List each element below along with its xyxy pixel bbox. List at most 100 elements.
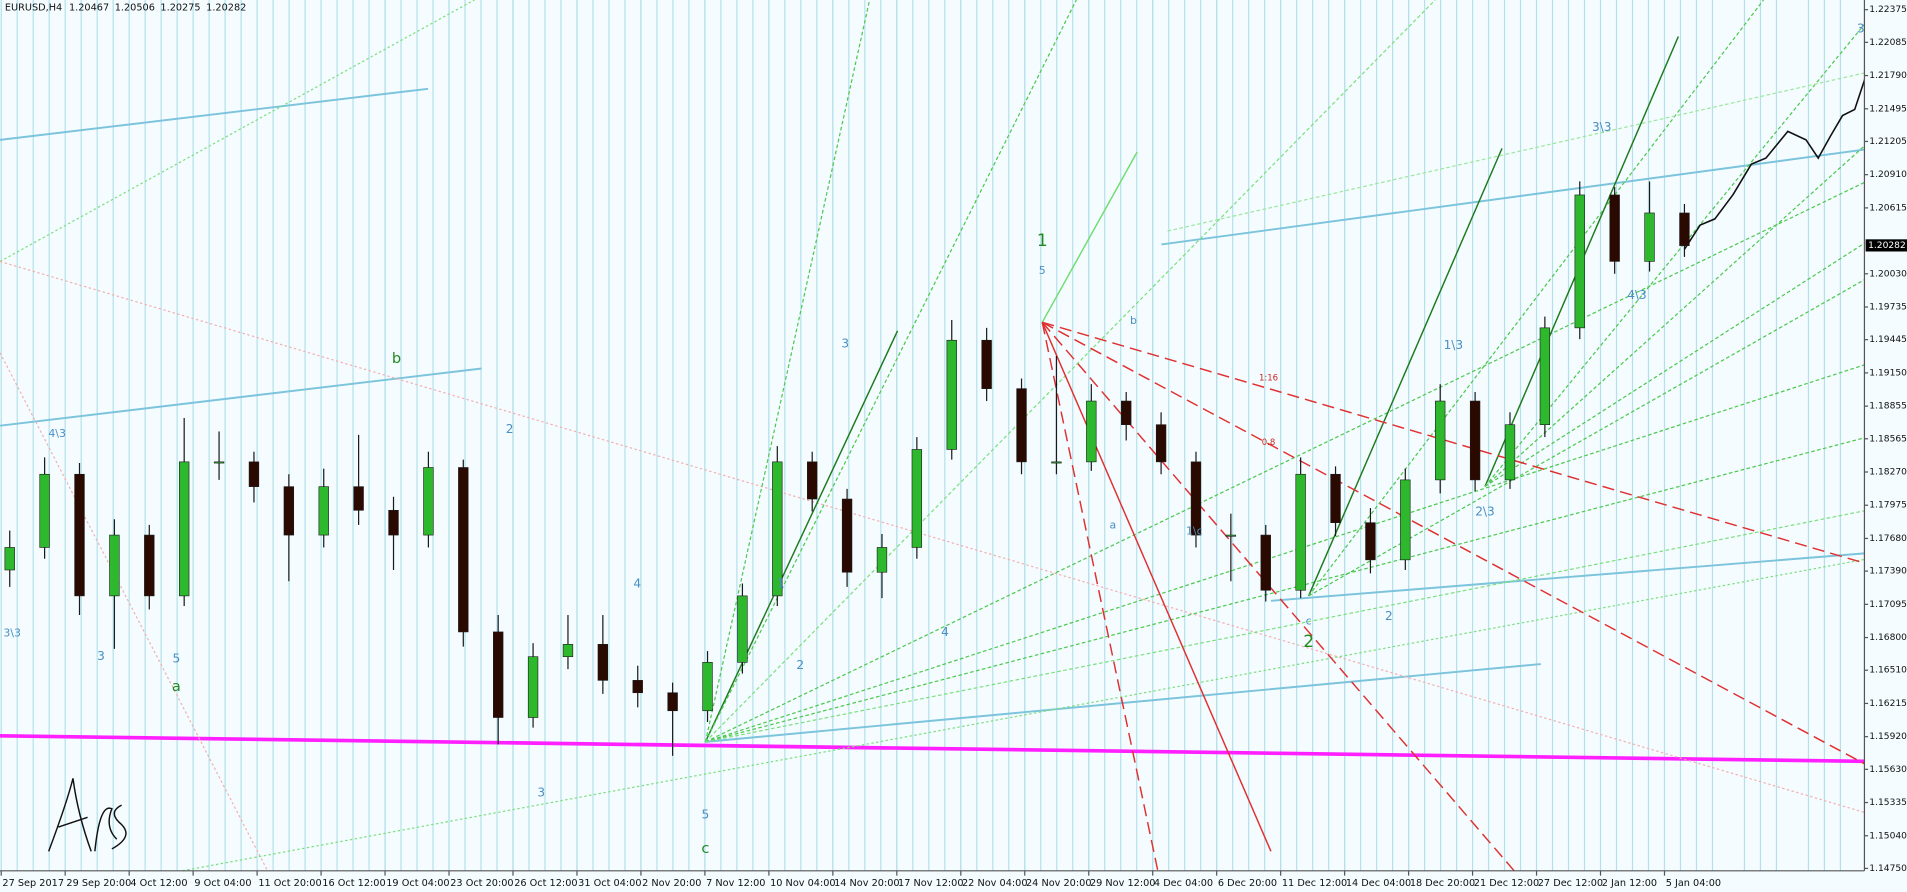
x-tick-label: 24 Nov 20:00 bbox=[1026, 878, 1092, 889]
wave-label: a bbox=[172, 678, 181, 695]
y-tick-label: 1.15920 bbox=[1869, 732, 1907, 742]
candle-body bbox=[318, 486, 329, 536]
trend-line bbox=[1161, 148, 1865, 246]
y-tick-label: 1.17680 bbox=[1869, 534, 1907, 544]
candle-body bbox=[667, 692, 678, 712]
x-tick-label: 11 Dec 12:00 bbox=[1282, 878, 1347, 889]
y-tick-label: 1.18565 bbox=[1869, 434, 1907, 444]
candle-body bbox=[1679, 212, 1690, 246]
y-tick-label: 1.21790 bbox=[1869, 71, 1907, 81]
wave-label: 2 bbox=[506, 422, 514, 436]
x-tick-label: 5 Jan 04:00 bbox=[1666, 878, 1721, 889]
wave-label: 5 bbox=[1039, 264, 1046, 277]
fan-line bbox=[1042, 321, 1865, 564]
x-tick-label: 14 Dec 04:00 bbox=[1346, 878, 1411, 889]
wave-label: 1:16 bbox=[1259, 374, 1278, 384]
signature: ARS bbox=[49, 813, 124, 856]
candle-body bbox=[1435, 400, 1446, 481]
y-tick-label: 1.20910 bbox=[1869, 170, 1907, 180]
x-tick-label: 26 Oct 12:00 bbox=[514, 878, 577, 889]
wave-label: 3 bbox=[841, 337, 849, 351]
x-tick-label: 17 Nov 12:00 bbox=[898, 878, 964, 889]
x-tick-label: 29 Nov 12:00 bbox=[1090, 878, 1156, 889]
x-tick-label: 2 Jan 12:00 bbox=[1602, 878, 1657, 889]
candle-body bbox=[283, 486, 295, 536]
candle-body bbox=[737, 595, 748, 663]
header-low: 1.20275 bbox=[160, 2, 200, 13]
x-tick-label: 4 Dec 04:00 bbox=[1154, 878, 1213, 889]
fan-line bbox=[705, 437, 1865, 743]
candle-body bbox=[1225, 534, 1237, 537]
candle-body bbox=[144, 534, 155, 597]
y-tick-label: 1.14750 bbox=[1869, 864, 1907, 874]
x-tick-label: 7 Nov 12:00 bbox=[706, 878, 765, 889]
x-tick-label: 14 Nov 20:00 bbox=[834, 878, 900, 889]
y-tick-label: 1.21495 bbox=[1869, 104, 1907, 114]
y-tick-label: 1.19445 bbox=[1869, 335, 1907, 345]
candle-body bbox=[1574, 194, 1585, 329]
support-line bbox=[0, 733, 1865, 764]
x-tick-label: 10 Nov 04:00 bbox=[770, 878, 836, 889]
price-axis-area bbox=[1864, 0, 1907, 892]
candle-body bbox=[1086, 400, 1097, 463]
y-tick-label: 1.16510 bbox=[1869, 666, 1907, 676]
fan-line bbox=[1041, 151, 1138, 323]
candle-body bbox=[109, 534, 120, 597]
wave-label: 3 bbox=[1857, 22, 1865, 36]
candle-body bbox=[39, 473, 50, 548]
y-tick-label: 1.19735 bbox=[1869, 303, 1907, 313]
fan-line bbox=[1041, 321, 1865, 765]
y-tick-label: 1.18270 bbox=[1869, 468, 1907, 478]
candle-body bbox=[981, 339, 992, 389]
x-tick-label: 4 Oct 12:00 bbox=[130, 878, 187, 889]
trend-line bbox=[1270, 552, 1865, 602]
wave-label: b bbox=[392, 350, 401, 367]
x-tick-label: 23 Oct 20:00 bbox=[450, 878, 513, 889]
wave-label: 2 bbox=[1303, 632, 1314, 652]
y-tick-label: 1.20030 bbox=[1869, 269, 1907, 279]
header-close: 1.20282 bbox=[206, 2, 246, 13]
trend-line bbox=[0, 87, 429, 141]
y-tick-label: 1.15335 bbox=[1869, 798, 1907, 808]
wave-label: 1 bbox=[1037, 231, 1048, 251]
x-tick-label: 11 Oct 20:00 bbox=[258, 878, 321, 889]
wave-label: 2 bbox=[796, 658, 804, 672]
wave-label: 4\3 bbox=[48, 427, 66, 440]
wave-label: c bbox=[701, 840, 709, 857]
candle-body bbox=[772, 461, 783, 597]
candle-body bbox=[1260, 534, 1271, 591]
fan-line bbox=[705, 364, 1865, 743]
candle-body bbox=[1016, 388, 1027, 463]
y-tick-label: 1.22375 bbox=[1869, 5, 1907, 15]
wave-label: 3\3 bbox=[3, 627, 21, 640]
candle-body bbox=[1469, 400, 1481, 481]
chart-header: EURUSD,H4 1.20467 1.20506 1.20275 1.2028… bbox=[5, 2, 246, 13]
y-tick-label: 1.15630 bbox=[1869, 765, 1907, 775]
y-tick-label: 1.21205 bbox=[1869, 137, 1907, 147]
wave-label: 0.8 bbox=[1262, 438, 1276, 448]
fan-line bbox=[0, 260, 1865, 814]
wave-label: 2 bbox=[1385, 609, 1393, 623]
fan-line bbox=[704, 0, 871, 743]
candle-body bbox=[597, 644, 609, 681]
y-tick-label: 1.17975 bbox=[1869, 501, 1907, 511]
fan-line bbox=[1041, 322, 1159, 871]
y-tick-label: 1.19150 bbox=[1869, 368, 1907, 378]
wave-label: 1\c bbox=[1186, 524, 1203, 537]
x-tick-label: 16 Oct 12:00 bbox=[322, 878, 385, 889]
candle-body bbox=[946, 339, 957, 450]
fan-line bbox=[704, 0, 1077, 743]
candle-body bbox=[1190, 461, 1202, 536]
wave-label: 4 bbox=[633, 576, 641, 590]
candle-body bbox=[1400, 479, 1411, 561]
wave-label: 3\3 bbox=[1592, 120, 1612, 134]
y-tick-label: 1.22085 bbox=[1869, 38, 1907, 48]
candle-body bbox=[1295, 473, 1306, 591]
candle-body bbox=[458, 467, 469, 633]
x-tick-label: 31 Oct 04:00 bbox=[578, 878, 641, 889]
x-tick-label: 6 Dec 20:00 bbox=[1218, 878, 1277, 889]
x-tick-label: 19 Oct 04:00 bbox=[386, 878, 449, 889]
wave-label: 5 bbox=[172, 652, 180, 666]
x-tick-label: 21 Dec 12:00 bbox=[1474, 878, 1539, 889]
x-tick-label: 29 Sep 20:00 bbox=[66, 878, 131, 889]
